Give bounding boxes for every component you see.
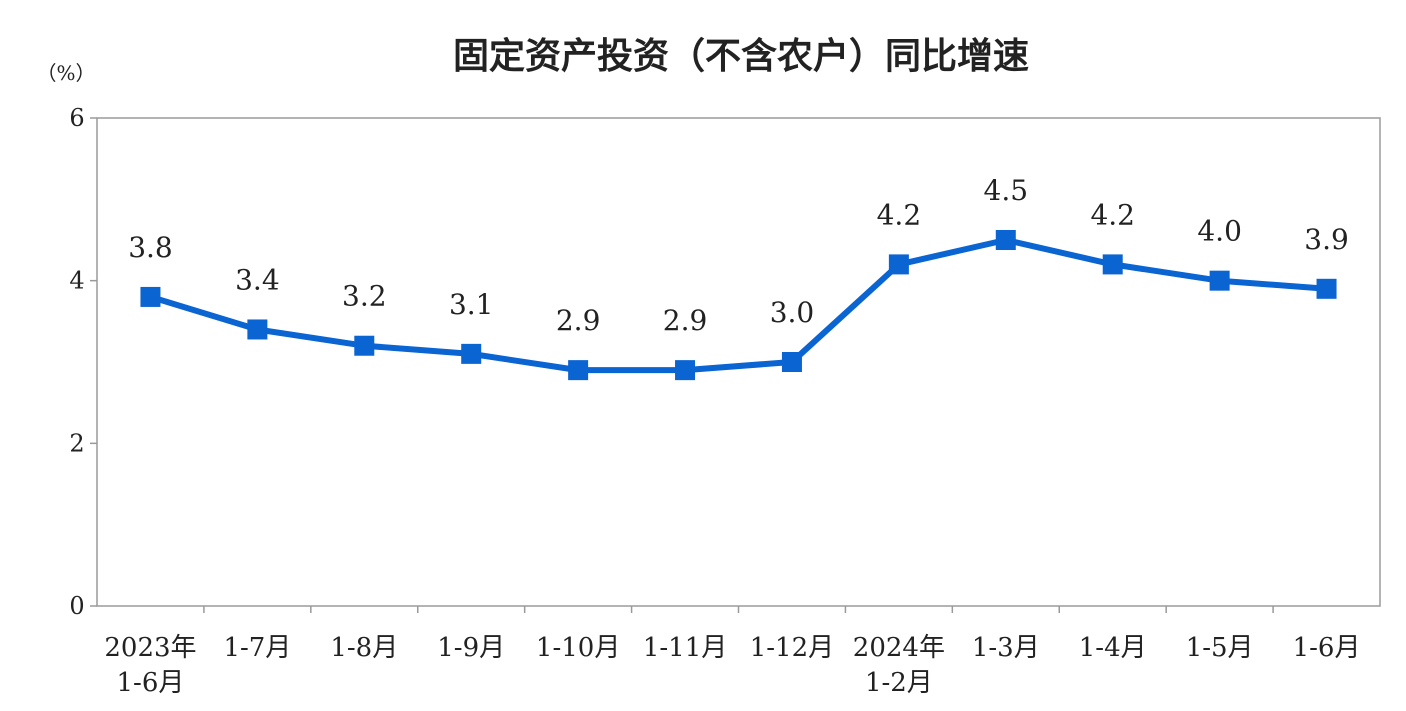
y-tick-label: 6 — [69, 104, 84, 132]
x-tick-label: 1-6月 — [117, 668, 185, 698]
data-point-marker — [247, 319, 268, 340]
plot-area-frame — [96, 117, 1381, 607]
data-label: 4.2 — [877, 198, 922, 231]
series — [140, 230, 1337, 381]
data-label: 2.9 — [556, 304, 601, 337]
data-labels: 3.8 3.4 3.2 3.1 2.9 2.9 3.0 4.2 4.5 4.2 4.0 3.9 — [128, 174, 1349, 337]
data-point-marker — [675, 360, 696, 381]
data-label: 4.2 — [1090, 198, 1135, 231]
data-point-marker — [354, 335, 375, 356]
x-tick-label: 2024年 — [853, 633, 945, 663]
data-label: 3.0 — [770, 296, 815, 329]
data-label: 3.2 — [342, 280, 387, 313]
y-tick-label: 4 — [69, 267, 84, 295]
data-point-marker — [888, 254, 909, 275]
data-point-marker — [1102, 254, 1123, 275]
data-point-marker — [140, 286, 161, 307]
data-label: 3.9 — [1304, 223, 1349, 256]
data-point-marker — [1209, 270, 1230, 291]
data-point-marker — [995, 230, 1016, 250]
data-point-marker — [461, 343, 482, 364]
x-tick-label: 1-3月 — [972, 633, 1040, 663]
data-label: 3.1 — [449, 288, 494, 321]
x-tick-label: 1-6月 — [1293, 633, 1361, 663]
data-point-marker — [1316, 278, 1337, 299]
data-point-marker — [781, 352, 802, 372]
y-axis-ticks: 0 2 4 6 — [69, 104, 97, 620]
axes — [96, 117, 1381, 607]
data-label: 4.5 — [984, 174, 1029, 207]
x-axis-ticks: 2023年 1-6月 1-7月 1-8月 1-9月 1-10月 1-11月 1-12月 2024… — [104, 606, 1360, 698]
x-tick-label: 1-10月 — [536, 633, 620, 663]
x-tick-label: 1-12月 — [750, 633, 834, 663]
series-line — [147, 237, 1330, 374]
y-axis-unit-label: （%） — [36, 61, 95, 85]
x-tick-label: 1-5月 — [1186, 633, 1254, 663]
data-label: 3.8 — [128, 231, 173, 264]
y-tick-label: 0 — [69, 592, 84, 620]
x-tick-label: 1-4月 — [1079, 633, 1147, 663]
x-tick-label: 1-9月 — [437, 633, 505, 663]
data-label: 3.4 — [235, 263, 280, 296]
x-tick-label: 1-7月 — [223, 633, 291, 663]
x-tick-label: 2023年 — [104, 633, 196, 663]
chart-title: 固定资产投资（不含农户）同比增速 — [453, 36, 1029, 77]
data-label: 2.9 — [663, 304, 708, 337]
data-point-marker — [568, 360, 589, 381]
x-tick-label: 1-11月 — [643, 633, 727, 663]
data-label: 4.0 — [1197, 215, 1242, 248]
x-tick-label: 1-2月 — [865, 668, 933, 698]
y-tick-label: 2 — [69, 429, 84, 457]
x-tick-label: 1-8月 — [330, 633, 398, 663]
